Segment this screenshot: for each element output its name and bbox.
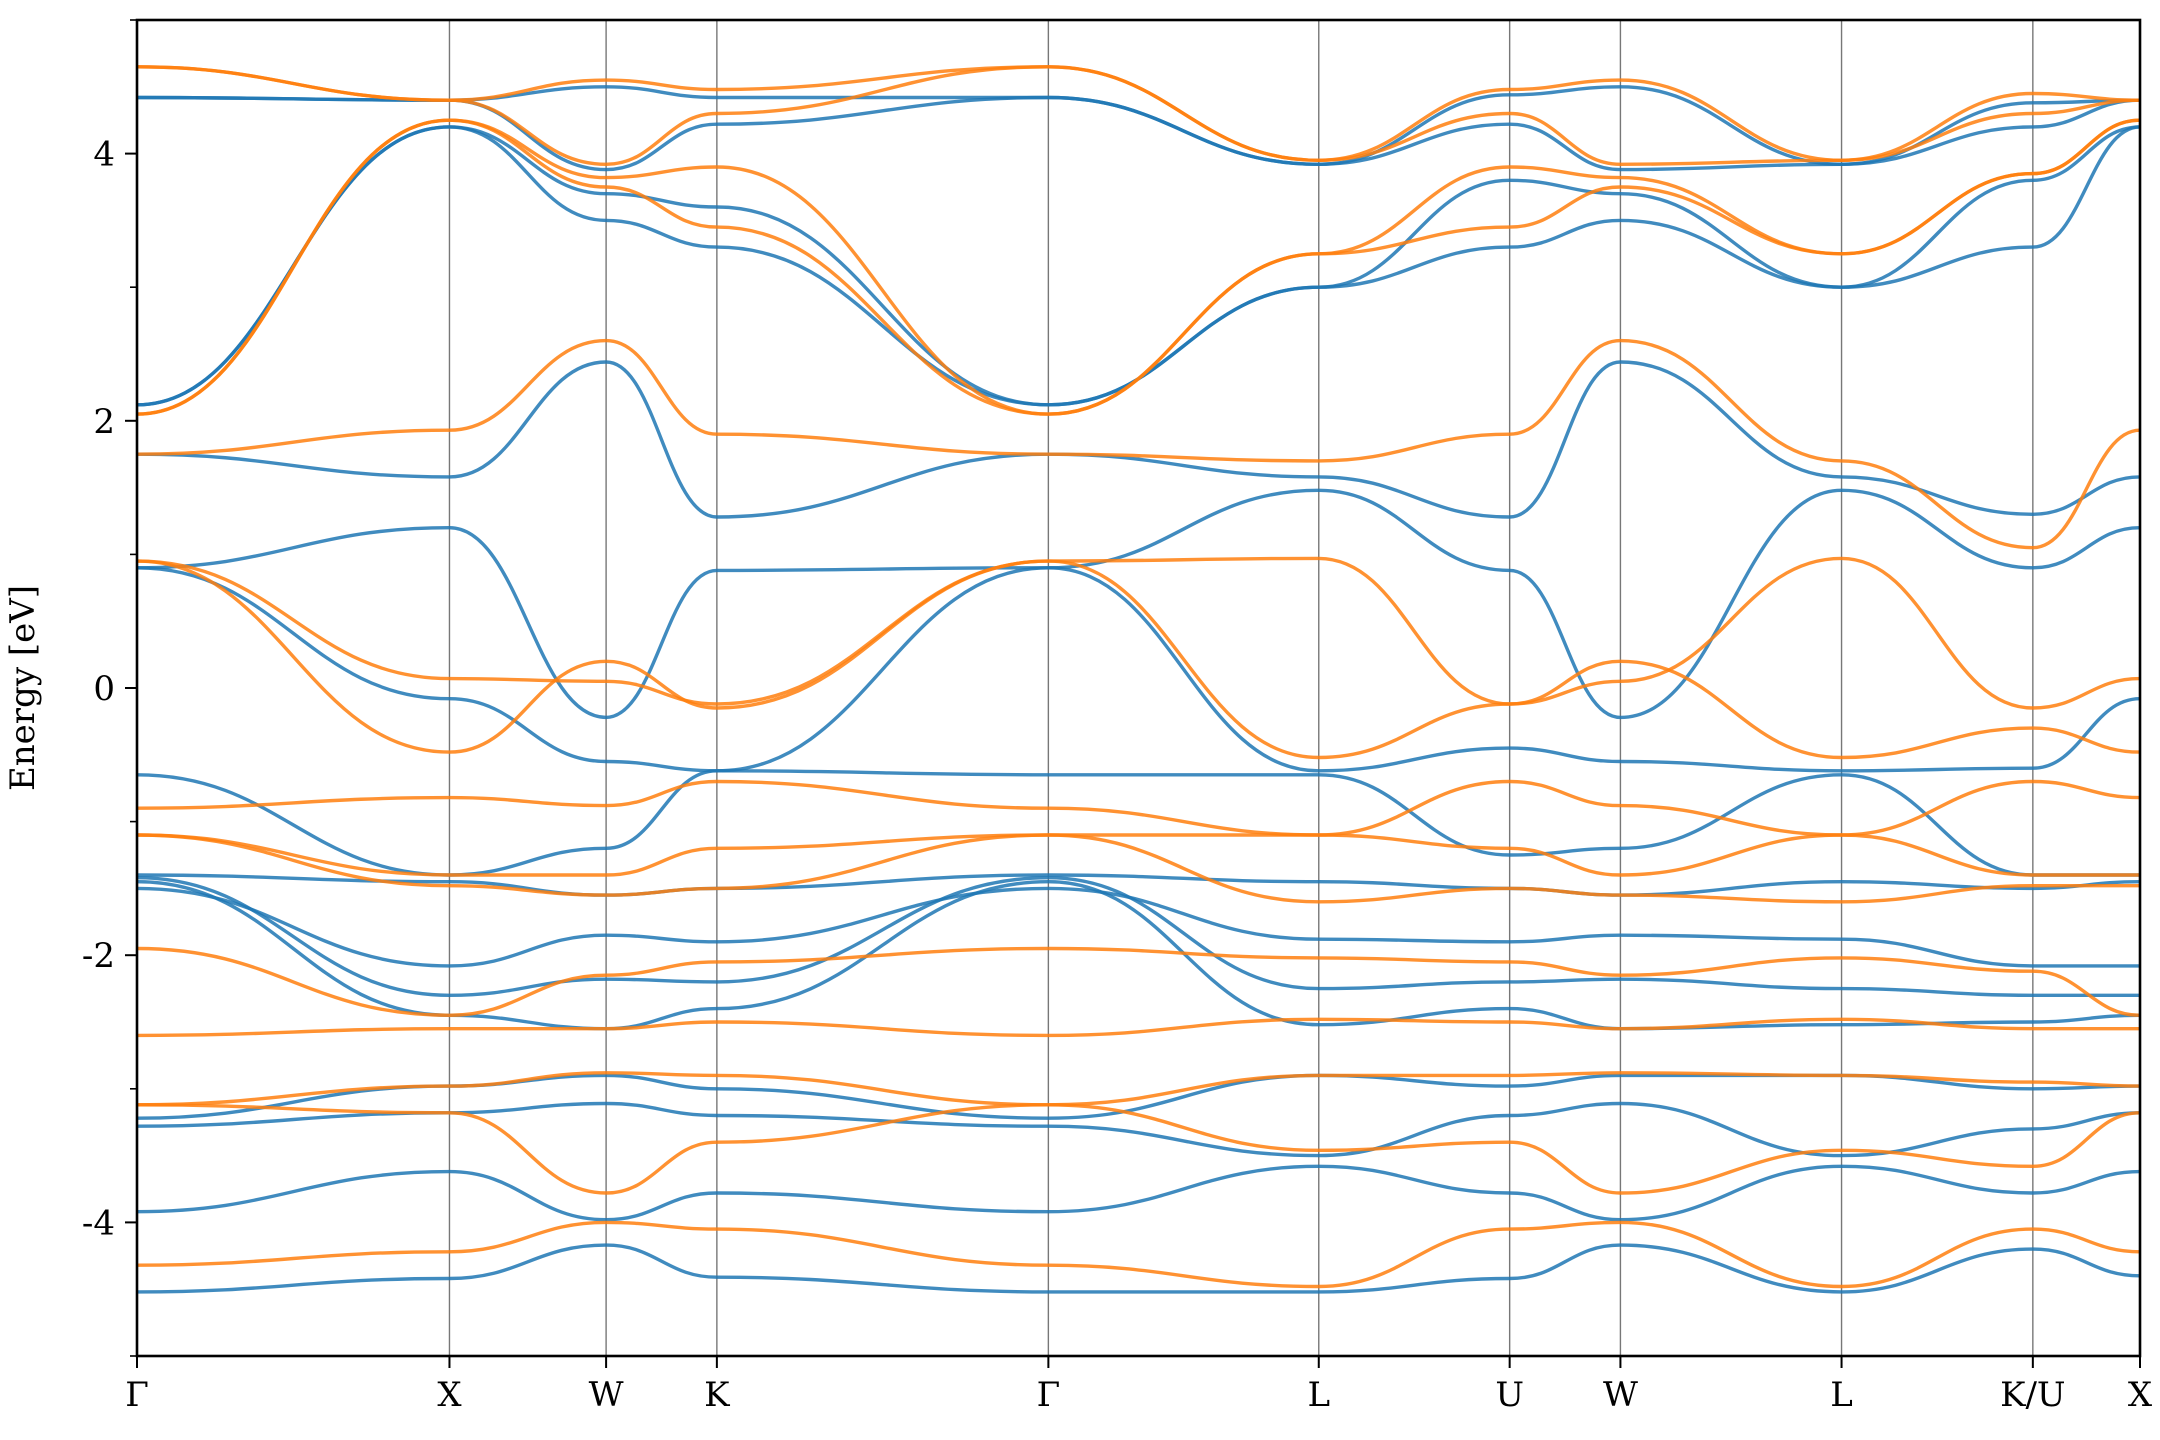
- y-tick-label: 0: [93, 669, 115, 709]
- x-tick-label: Γ: [125, 1375, 149, 1415]
- band-line: [137, 125, 2140, 407]
- x-tick-label: L: [1830, 1375, 1853, 1415]
- band-line: [137, 833, 2140, 904]
- y-tick-label: 4: [93, 135, 115, 175]
- band-line: [137, 556, 2140, 710]
- y-axis-ticks: -4 -2 0 2 4: [82, 19, 137, 1357]
- band-line: [137, 1220, 2140, 1289]
- x-tick-label: X: [2128, 1375, 2153, 1415]
- y-axis-label: Energy [eV]: [3, 585, 43, 791]
- band-line: [137, 833, 2140, 877]
- x-tick-label: K/U: [2000, 1375, 2066, 1415]
- x-tick-label: Γ: [1037, 1375, 1061, 1415]
- band-line: [137, 338, 2140, 550]
- band-lines: [137, 65, 2140, 1294]
- band-line: [137, 873, 2140, 897]
- high-symmetry-lines: [448, 20, 2034, 1356]
- band-line: [137, 1243, 2140, 1294]
- band-line: [137, 1164, 2140, 1222]
- band-line: [137, 886, 2140, 968]
- y-tick-label: 2: [93, 402, 115, 442]
- band-line: [137, 1103, 2140, 1195]
- x-axis-ticks: Γ X W K Γ L U W L K/U X: [125, 1356, 2153, 1415]
- x-tick-label: W: [589, 1375, 624, 1415]
- band-line: [137, 65, 2140, 162]
- x-tick-label: K: [704, 1375, 730, 1415]
- band-line: [137, 946, 2140, 1017]
- band-line: [137, 488, 2140, 720]
- y-tick-label: -4: [82, 1203, 115, 1243]
- x-tick-label: X: [437, 1375, 462, 1415]
- band-line: [137, 769, 2140, 877]
- band-line: [137, 125, 2140, 407]
- band-line: [137, 360, 2140, 519]
- x-tick-label: L: [1307, 1375, 1330, 1415]
- band-line: [137, 559, 2140, 760]
- band-line: [137, 779, 2140, 837]
- band-line: [137, 566, 2140, 773]
- y-tick-label: -2: [82, 936, 115, 976]
- band-line: [137, 85, 2140, 166]
- band-line: [137, 1017, 2140, 1038]
- band-line: [137, 876, 2140, 997]
- x-tick-label: W: [1603, 1375, 1638, 1415]
- band-line: [137, 880, 2140, 1031]
- x-tick-label: U: [1495, 1375, 1524, 1415]
- band-line: [137, 65, 2140, 166]
- band-line: [137, 1071, 2140, 1107]
- band-line: [137, 118, 2140, 416]
- band-line: [137, 1101, 2140, 1158]
